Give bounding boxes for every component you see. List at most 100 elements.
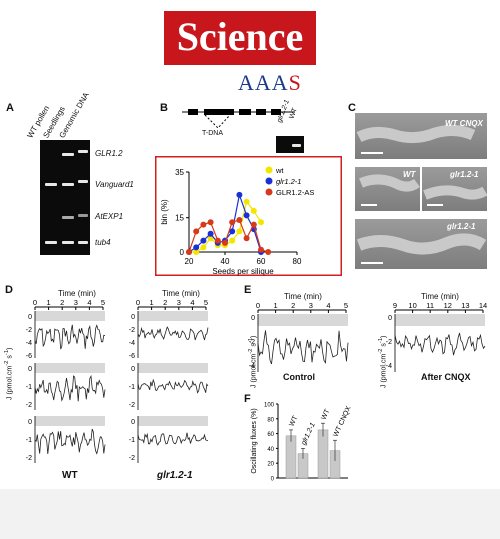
y-tick-label: -2 (249, 339, 255, 346)
time-tick-label: 0 (33, 298, 37, 307)
y-tick-label: 0 (251, 315, 255, 322)
y-tick-label: -2 (129, 402, 135, 409)
gel-band (62, 183, 74, 186)
panel-e-cnqx-label: After CNQX (421, 372, 471, 382)
x-axis-label: Seeds per silique (212, 267, 274, 276)
y-tick-label: -4 (129, 340, 135, 347)
panel-d-wt-label: WT (62, 470, 78, 481)
time-tick-label: 3 (177, 298, 181, 307)
time-tick-label: 3 (309, 301, 313, 310)
series-point (229, 219, 236, 226)
x-tick-label: 20 (185, 257, 194, 266)
y-tick-label: 0 (388, 315, 392, 322)
bar-label: WT (320, 408, 331, 421)
time-tick-label: 4 (326, 301, 330, 310)
time-tick-label: 1 (47, 298, 51, 307)
y-tick-label: 0 (131, 366, 135, 373)
flux-trace (34, 428, 106, 455)
ylabel-part: ) (6, 347, 14, 350)
gel-band (45, 183, 57, 186)
time-tick-label: 14 (479, 301, 487, 310)
panel-d-time-title-glr: Time (min) (162, 289, 200, 298)
gene-label-tub4: tub4 (95, 238, 111, 247)
time-tick-label: 12 (444, 301, 452, 310)
panel-f-label: F (244, 393, 251, 405)
exon (271, 109, 281, 115)
time-tick-label: 2 (291, 301, 295, 310)
chart-legend: wt glr1.2-1 GLR1.2-AS (265, 166, 314, 197)
series-point (250, 221, 257, 228)
exon (239, 109, 251, 115)
science-logo-box (164, 11, 316, 65)
tdna-label: T-DNA (202, 130, 223, 137)
micrograph-label-1: WT CNQX (445, 119, 483, 128)
baseline-band (138, 416, 208, 426)
series-point (236, 228, 243, 235)
baseline-band (138, 311, 208, 321)
panel-d-label: D (5, 284, 13, 296)
science-logo-text: Science (176, 14, 304, 59)
time-tick-label: 10 (408, 301, 416, 310)
panel-e-traces: 0 1 2 3 4 5 9 10 11 12 13 140-2-40-2-4 (249, 301, 487, 372)
time-tick-label: 1 (274, 301, 278, 310)
tdna-insertion (204, 114, 231, 129)
gel-band (78, 241, 88, 244)
y-tick-label: 0 (131, 314, 135, 321)
y-tick-label: 100 (264, 403, 275, 409)
y-tick-label: -1 (26, 384, 32, 391)
micrograph-label-2b: glr1.2-1 (450, 170, 479, 179)
pollen-tube (356, 233, 487, 255)
gel-band (62, 216, 74, 219)
y-tick-label: 40 (267, 447, 274, 453)
time-tick-label: 9 (393, 301, 397, 310)
series-point (229, 228, 236, 235)
y-tick-label: -4 (26, 340, 32, 347)
flux-trace (394, 332, 486, 356)
series-point (207, 235, 214, 242)
series-point (236, 217, 243, 223)
time-tick-label: 2 (163, 298, 167, 307)
bar (285, 435, 297, 479)
series-point (222, 239, 228, 246)
series-point (200, 244, 207, 251)
series-point (186, 249, 192, 255)
ylabel-part: s (6, 355, 14, 359)
panel-c-label: C (348, 102, 356, 114)
y-axis-label: Oscillating fluxes (%) (251, 408, 258, 473)
ylabel-sup: -2 (4, 360, 10, 366)
bottom-strip (0, 489, 500, 539)
legend-marker (265, 166, 273, 174)
seed-distribution-chart: 20 40 60 80 0 15 35 Seeds per silique bin (%) wt… (155, 156, 342, 276)
aaas-logo-part1: AAA (238, 70, 289, 95)
panel-e-time-title-cnqx: Time (min) (421, 292, 459, 301)
series-point (265, 249, 272, 255)
panel-b-label: B (160, 102, 168, 114)
baseline-band (35, 311, 105, 321)
time-tick-label: 5 (101, 298, 105, 307)
panel-d-traces: 0 1 2 3 4 5 0 1 2 3 4 50-2-4-60-2-4-60-1-20-1-20-1-… (26, 298, 209, 463)
ylabel-sup: -2 (248, 348, 254, 354)
series-point (193, 249, 200, 255)
pollen-tube-micrographs (355, 113, 487, 269)
ylabel-part: s (380, 343, 388, 347)
baseline-band (35, 363, 105, 373)
gel-band (292, 144, 301, 147)
y-tick-label: 0 (28, 366, 32, 373)
panel-d-glr-label: glr1.2-1 (157, 470, 193, 481)
baseline-band (258, 314, 348, 326)
exon (188, 109, 198, 115)
pollen-tube (359, 174, 420, 192)
ylabel-part: J (pmol.cm (250, 353, 258, 388)
y-tick-label: -2 (386, 339, 392, 346)
ylabel-sup: -1 (248, 337, 254, 344)
series-point (250, 207, 257, 214)
x-tick-label: 60 (257, 257, 266, 266)
y-tick-label: -2 (129, 455, 135, 462)
y-tick-label: 20 (267, 462, 274, 468)
series-point (243, 235, 250, 242)
series-point (229, 237, 236, 244)
panel-e-ylabel-control: J (pmol.cm-2 s-1) (248, 336, 257, 388)
bar-label: WT CNQX (332, 405, 352, 438)
series-point (200, 221, 207, 228)
y-tick-label: 0 (271, 477, 275, 483)
